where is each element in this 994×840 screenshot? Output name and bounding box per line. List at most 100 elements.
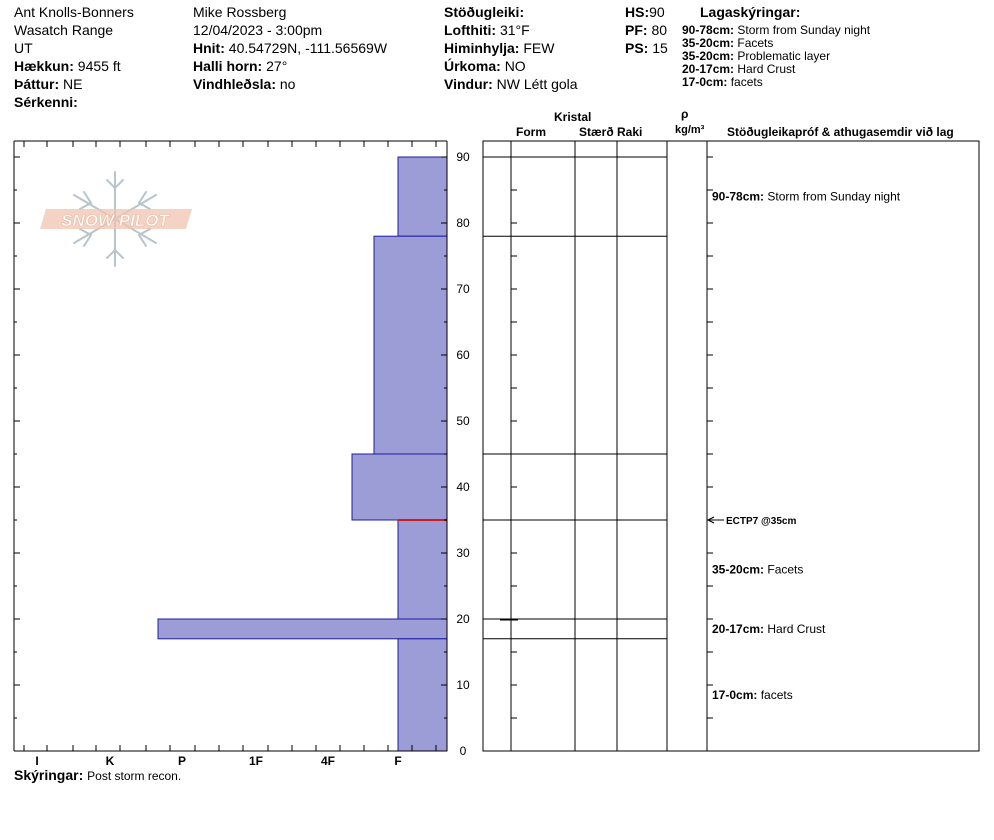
hardness-bar bbox=[397, 519, 448, 620]
observation-datetime: 12/04/2023 - 3:00pm bbox=[193, 22, 323, 38]
depth-tick-label: 70 bbox=[456, 282, 470, 296]
legend-item: 35-20cm: Facets bbox=[682, 37, 773, 50]
layer-comment-range: 90-78cm: bbox=[712, 190, 767, 204]
hardness-tick-label: I bbox=[35, 754, 38, 768]
depth-tick-label: 80 bbox=[456, 216, 470, 230]
hardness-tick-label: P bbox=[178, 754, 186, 768]
layer-comments: 90-78cm: Storm from Sunday night 35-20cm:… bbox=[706, 190, 901, 702]
hardness-bar bbox=[157, 618, 448, 640]
layer-comment: 17-0cm: facets bbox=[712, 688, 793, 702]
depth-tick-label: 20 bbox=[456, 612, 470, 626]
hs-value: 90 bbox=[649, 4, 665, 20]
hs-label: HS: bbox=[625, 4, 650, 20]
features-label: Sérkenni: bbox=[14, 94, 78, 110]
slope-value: 27° bbox=[266, 58, 288, 74]
aspect-value: NE bbox=[63, 76, 83, 92]
hardness-bar bbox=[351, 453, 448, 521]
coordinates-label: Hnit: bbox=[193, 40, 225, 56]
penetration: PS: 15 bbox=[625, 40, 668, 56]
hardness-tick-label: 4F bbox=[321, 754, 335, 768]
hardness-tick-label: K bbox=[106, 754, 115, 768]
snowpilot-logo: SNOW PILOT bbox=[40, 171, 192, 267]
sky-label: Himinhylja: bbox=[444, 40, 520, 56]
windload-value: no bbox=[279, 76, 296, 92]
hardness-axes: I K P 1F 4F F 0 10 20 30 40 50 60 70 80 90 bbox=[13, 140, 470, 768]
legend-range: 20-17cm: bbox=[682, 62, 735, 76]
depth-tick-label: 40 bbox=[456, 480, 470, 494]
notes-label: Skýringar: bbox=[14, 767, 84, 783]
elevation-label: Hækkun: bbox=[14, 58, 74, 74]
layer-table bbox=[482, 140, 980, 752]
airtemp-value: 31°F bbox=[499, 22, 530, 38]
depth-tick-label: 0 bbox=[460, 744, 467, 758]
hardness-bar bbox=[397, 156, 448, 237]
stability-label: Stöðugleiki: bbox=[444, 4, 525, 20]
pit-depth: PF: 80 bbox=[625, 22, 667, 38]
layer-comment-text: facets bbox=[761, 688, 793, 702]
elevation: Hækkun: 9455 ft bbox=[14, 58, 121, 74]
legend-range: 90-78cm: bbox=[682, 23, 735, 37]
hardness-tick-label: 1F bbox=[249, 754, 263, 768]
legend-text: Problematic layer bbox=[737, 49, 831, 63]
depth-tick-label: 90 bbox=[456, 150, 470, 164]
hardness-bar bbox=[397, 638, 448, 752]
legend-text: Storm from Sunday night bbox=[737, 23, 871, 37]
sky-value: FEW bbox=[523, 40, 555, 56]
airtemp-label: Lofthiti: bbox=[444, 22, 497, 38]
moisture-header: Raki bbox=[617, 125, 643, 139]
windload-label: Vindhleðsla: bbox=[193, 76, 276, 92]
hardness-bars bbox=[157, 156, 448, 752]
legend-range: 35-20cm: bbox=[682, 36, 735, 50]
aspect: Þáttur: NE bbox=[14, 76, 82, 92]
coordinates: Hnit: 40.54729N, -111.56569W bbox=[193, 40, 387, 56]
ps-value: 15 bbox=[652, 40, 668, 56]
snow-height: HS:90 bbox=[625, 4, 665, 20]
notes: Skýringar: Post storm recon. bbox=[14, 767, 181, 783]
layer-comment-text: Hard Crust bbox=[767, 622, 826, 636]
depth-tick-label: 30 bbox=[456, 546, 470, 560]
depth-tick-label: 10 bbox=[456, 678, 470, 692]
density-symbol: ρ bbox=[681, 107, 689, 121]
table-border bbox=[482, 140, 980, 752]
legend-item: 17-0cm: facets bbox=[682, 76, 763, 89]
wind: Vindur: NW Létt gola bbox=[444, 76, 578, 92]
layer-comment-range: 35-20cm: bbox=[712, 563, 767, 577]
elevation-value: 9455 ft bbox=[77, 58, 121, 74]
wind-value: NW Létt gola bbox=[496, 76, 578, 92]
depth-tick-label: 60 bbox=[456, 348, 470, 362]
observer-name: Mike Rossberg bbox=[193, 4, 287, 20]
logo-banner bbox=[40, 209, 192, 229]
layer-comment-text: Storm from Sunday night bbox=[767, 190, 900, 204]
legend-text: Facets bbox=[737, 36, 774, 50]
layer-comment-range: 17-0cm: bbox=[712, 688, 761, 702]
mountain-range: Wasatch Range bbox=[14, 22, 114, 38]
legend-item: 90-78cm: Storm from Sunday night bbox=[682, 24, 870, 37]
legend-range: 35-20cm: bbox=[682, 49, 735, 63]
layer-comment: 90-78cm: Storm from Sunday night bbox=[712, 190, 901, 204]
stability-test-label: ECTP7 @35cm bbox=[726, 516, 796, 527]
slope-label: Halli horn: bbox=[193, 58, 263, 74]
coordinates-value: 40.54729N, -111.56569W bbox=[228, 40, 388, 56]
pf-label: PF: bbox=[625, 22, 648, 38]
wind-label: Vindur: bbox=[444, 76, 493, 92]
location-name: Ant Knolls-Bonners bbox=[14, 4, 134, 20]
hardness-bar bbox=[373, 235, 448, 455]
slope-angle: Halli horn: 27° bbox=[193, 58, 287, 74]
layer-comment-range: 20-17cm: bbox=[712, 622, 767, 636]
comments-header: Stöðugleikapróf & athugasemdir við lag bbox=[727, 125, 954, 139]
logo-text: SNOW PILOT bbox=[61, 211, 170, 230]
ps-label: PS: bbox=[625, 40, 649, 56]
sky-cover: Himinhylja: FEW bbox=[444, 40, 554, 56]
layer-comment: 35-20cm: Facets bbox=[712, 563, 803, 577]
hardness-tick-label: F bbox=[394, 754, 401, 768]
wind-loading: Vindhleðsla: no bbox=[193, 76, 295, 92]
size-header: Stærð bbox=[579, 125, 614, 139]
precipitation: Úrkoma: NO bbox=[444, 58, 526, 74]
layer-comment: 20-17cm: Hard Crust bbox=[712, 622, 826, 636]
legend-text: facets bbox=[730, 75, 763, 89]
depth-tick-label: 50 bbox=[456, 414, 470, 428]
layer-comment-text: Facets bbox=[767, 563, 803, 577]
legend-title: Lagaskýringar: bbox=[700, 4, 801, 20]
pf-value: 80 bbox=[651, 22, 668, 38]
